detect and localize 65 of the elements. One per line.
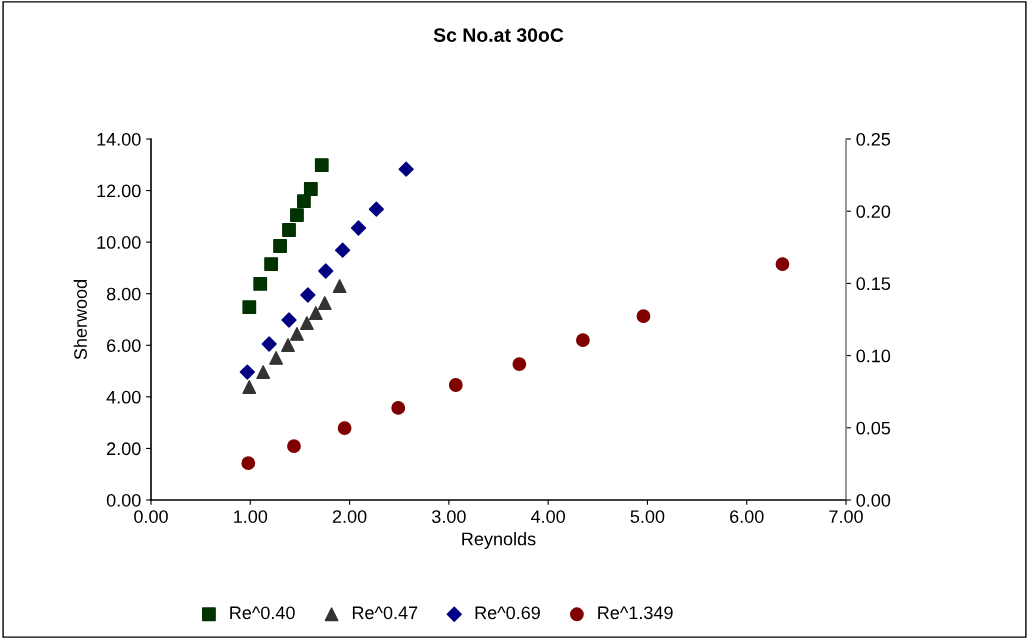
point	[448, 378, 463, 392]
x-tick-label: 7.00	[829, 510, 863, 523]
point	[314, 158, 329, 172]
y2-tick-label: 0.15	[856, 277, 891, 291]
y-tick-label: 12.00	[97, 184, 141, 198]
point	[308, 306, 323, 320]
y-tick-label: 0.00	[106, 493, 141, 507]
point	[242, 380, 257, 394]
y-tick-label: 14.00	[97, 132, 141, 146]
point	[290, 327, 304, 341]
y2-tick-label: 0.20	[856, 205, 891, 218]
legend-label: Re^0.69	[475, 606, 540, 620]
y-tick-label: 4.00	[106, 390, 141, 404]
point	[296, 194, 311, 209]
point	[256, 365, 271, 380]
point	[303, 182, 318, 196]
point	[368, 201, 385, 217]
point	[575, 333, 590, 348]
point	[281, 312, 297, 328]
point	[337, 421, 352, 435]
y-tick-label: 10.00	[97, 236, 141, 249]
point	[269, 351, 284, 365]
point	[281, 338, 295, 352]
y2-tick-label: 0.00	[856, 493, 891, 507]
legend-label: Re^0.40	[230, 606, 295, 620]
point	[398, 161, 414, 177]
x-tick-label: 5.00	[630, 510, 665, 523]
point	[299, 316, 314, 331]
x-tick-label: 0.00	[134, 510, 168, 523]
point	[512, 357, 527, 372]
point	[636, 309, 651, 324]
point	[253, 277, 268, 291]
x-tick-label: 4.00	[530, 510, 566, 523]
x-tick-label: 2.00	[332, 510, 367, 523]
y-tick-label: 6.00	[107, 339, 141, 353]
point	[332, 279, 347, 293]
point	[318, 263, 334, 279]
y-tick-label: 8.00	[106, 287, 141, 301]
point	[264, 257, 279, 271]
point	[287, 439, 301, 454]
point	[239, 364, 255, 380]
point	[350, 220, 367, 236]
chart-title: Sc No.at 30oC	[433, 28, 564, 42]
y-axis-title: Sherwood	[73, 280, 87, 360]
point	[317, 296, 332, 310]
point	[775, 257, 790, 271]
y2-tick-label: 0.10	[856, 349, 891, 363]
y-tick-label: 2.00	[107, 442, 141, 456]
point	[290, 208, 304, 222]
legend-label: Re^0.47	[352, 606, 418, 620]
legend-label: Re^1.349	[598, 606, 673, 620]
x-tick-label: 3.00	[431, 510, 466, 523]
y2-tick-label: 0.05	[856, 421, 891, 435]
point	[334, 242, 351, 258]
point	[242, 300, 257, 315]
point	[282, 223, 296, 237]
point	[261, 336, 277, 352]
x-tick-label: 6.00	[730, 510, 764, 523]
point	[391, 401, 406, 415]
y2-tick-label: 0.25	[856, 132, 891, 146]
point	[300, 287, 316, 303]
point	[241, 456, 256, 471]
point	[273, 239, 287, 253]
x-axis-title: Reynolds	[462, 532, 536, 549]
x-tick-label: 1.00	[234, 510, 268, 523]
